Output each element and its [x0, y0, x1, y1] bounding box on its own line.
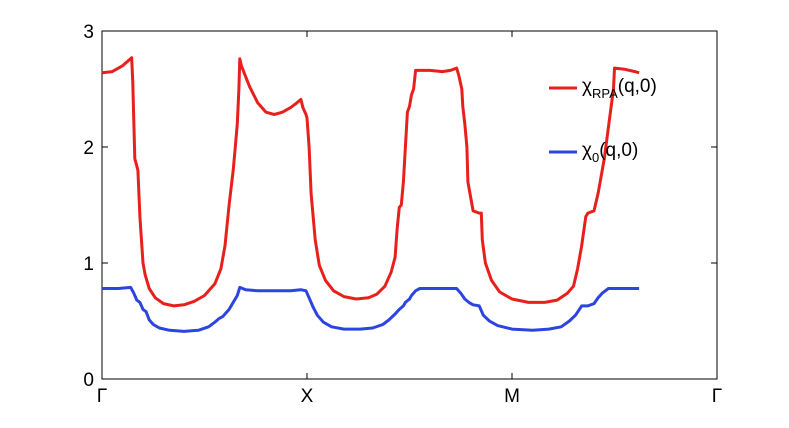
x-tick-label-1: X [301, 386, 314, 407]
legend-label-1: χ0(q,0) [582, 140, 638, 165]
y-tick-label-0: 0 [83, 370, 94, 391]
series-line-1 [102, 285, 640, 333]
tick-labels: 0 1 2 3 Γ X M Γ [83, 22, 722, 407]
legend-label-0: χRPA(q,0) [582, 76, 657, 101]
x-tick-label-2: M [504, 386, 520, 407]
y-tick-label-2: 2 [83, 138, 94, 159]
series-line-0 [101, 56, 640, 308]
y-tick-label-3: 3 [83, 22, 94, 43]
x-tick-label-0: Γ [97, 386, 107, 407]
series-layer [101, 56, 640, 333]
legend: χRPA(q,0) χ0(q,0) [549, 76, 657, 165]
y-tick-label-1: 1 [83, 254, 94, 275]
x-tick-label-3: Γ [712, 386, 722, 407]
tick-marks [101, 30, 718, 380]
